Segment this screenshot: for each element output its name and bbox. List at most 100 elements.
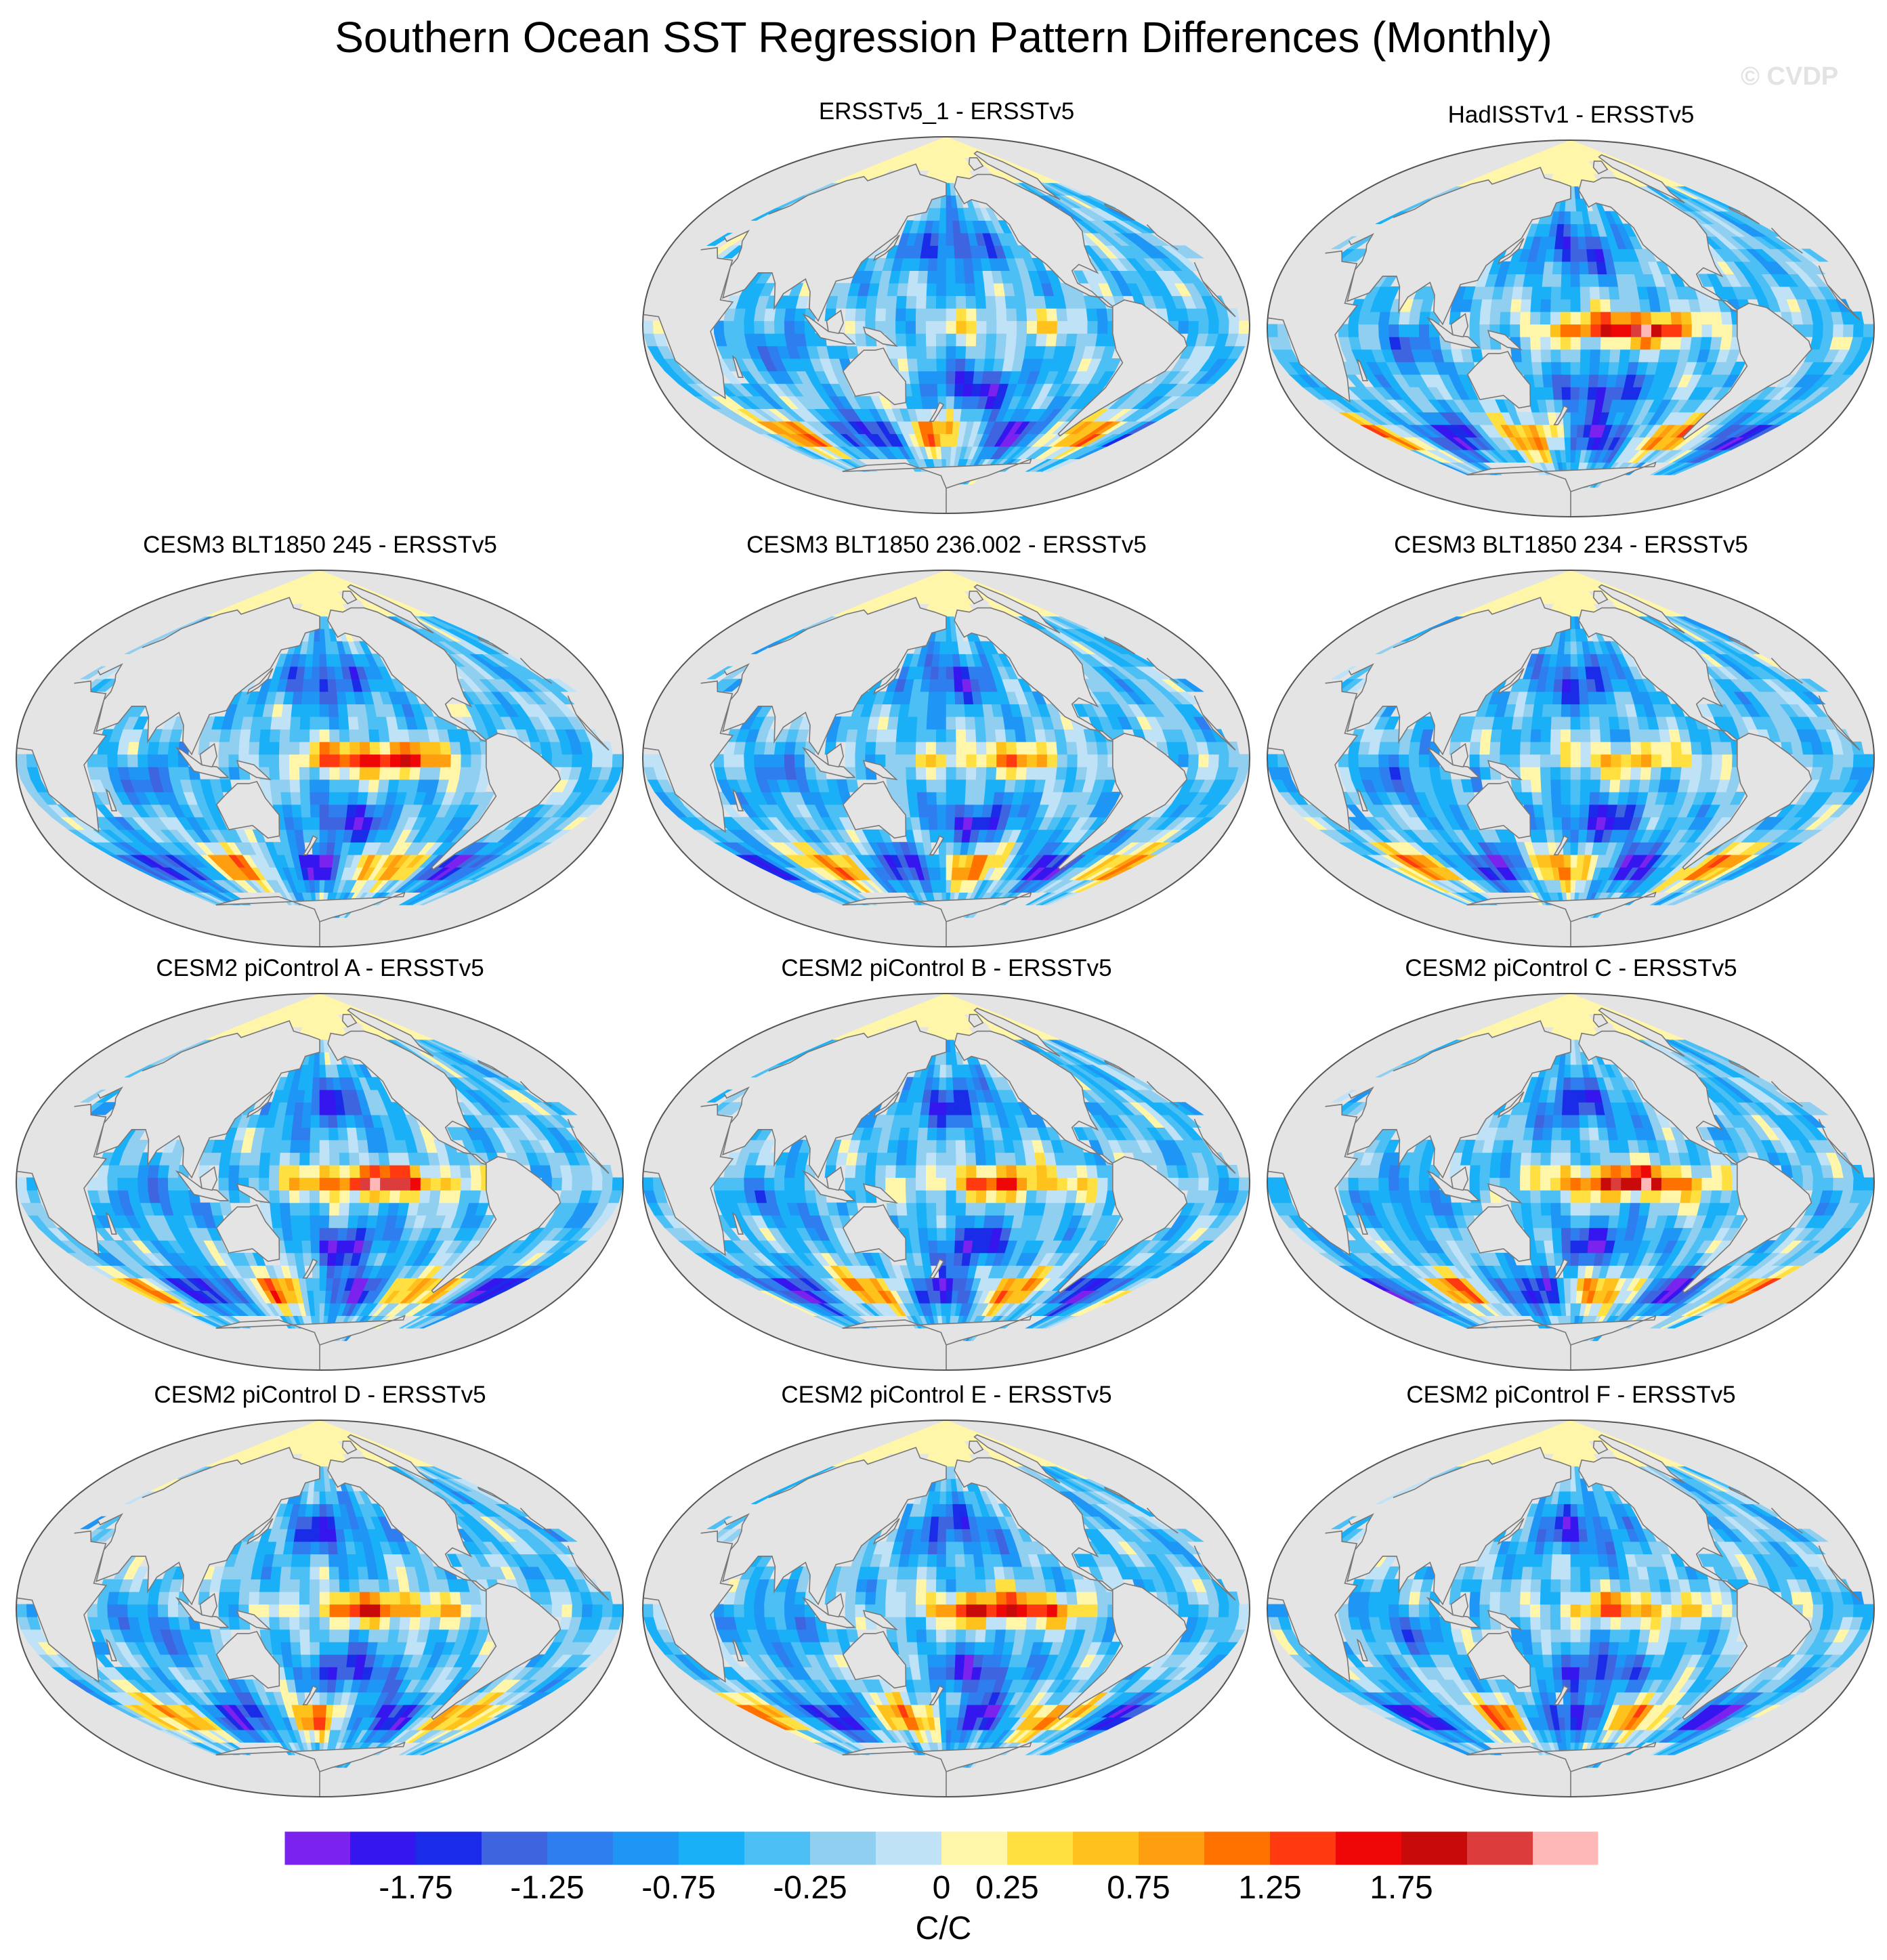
sst-cell <box>905 307 916 322</box>
sst-cell <box>885 320 896 334</box>
sst-cell <box>1036 754 1048 767</box>
sst-cell <box>291 704 302 717</box>
sst-cell <box>936 270 947 284</box>
sst-cell <box>1520 311 1531 325</box>
sst-cell <box>1660 337 1672 350</box>
sst-cell <box>946 383 956 397</box>
sst-cell <box>916 792 928 805</box>
sst-cell <box>1087 754 1099 767</box>
sst-cell <box>936 804 947 817</box>
sst-cell <box>1599 349 1611 362</box>
coastline-uk <box>1103 637 1135 655</box>
sst-cell <box>905 320 916 334</box>
sst-cell <box>1550 324 1561 337</box>
sst-cell <box>1590 299 1601 312</box>
sst-cell <box>1579 387 1589 400</box>
sst-cell <box>956 295 967 309</box>
sst-cell <box>805 333 818 347</box>
sst-cell <box>845 307 857 322</box>
coastline-arcticIslands <box>968 157 984 171</box>
sst-cell <box>925 307 937 322</box>
sst-cell <box>784 741 797 755</box>
sst-cell <box>1639 299 1651 312</box>
sst-cell <box>1661 324 1672 337</box>
sst-cell <box>279 767 291 780</box>
sst-cell <box>946 320 957 334</box>
sst-cell <box>927 691 938 704</box>
sst-cell <box>1521 286 1533 300</box>
sst-cell <box>734 754 745 767</box>
sst-cell <box>964 792 976 805</box>
sst-cell <box>1671 324 1682 337</box>
sst-cell <box>895 741 907 755</box>
sst-cell <box>946 641 953 654</box>
sst-cell <box>157 741 170 755</box>
sst-cell <box>1067 754 1078 767</box>
sst-cell <box>430 754 442 767</box>
sst-cell <box>1065 767 1078 780</box>
sst-cell <box>927 804 938 817</box>
sst-cell <box>551 754 563 767</box>
sst-cell <box>906 779 918 792</box>
sst-cell <box>1015 333 1027 347</box>
sst-cell <box>612 754 623 767</box>
sst-cell <box>936 282 947 297</box>
sst-cell <box>1660 311 1672 325</box>
sst-cell <box>167 754 179 767</box>
sst-cell <box>349 754 361 767</box>
sst-cell <box>1650 311 1662 325</box>
sst-cell <box>16 754 28 767</box>
sst-cell <box>754 741 767 755</box>
coastline-africa <box>643 247 1236 400</box>
sst-cell <box>269 729 281 742</box>
coastline-arcticIslands <box>968 591 984 605</box>
sst-cell <box>1619 349 1631 362</box>
sst-cell <box>1087 320 1099 334</box>
map-panel-p4: CESM3 BLT1850 236.002 - ERSSTv5 <box>637 532 1256 952</box>
sst-cell <box>157 754 169 767</box>
sst-cell <box>440 741 452 755</box>
sst-cell <box>300 704 311 717</box>
sst-cell <box>946 691 956 704</box>
sst-cell <box>1077 320 1088 334</box>
sst-cell <box>946 295 957 309</box>
sst-cell <box>1055 333 1068 347</box>
sst-cell <box>319 842 328 855</box>
map-border <box>16 570 624 947</box>
sst-cell <box>1036 307 1048 322</box>
sst-cell <box>1550 299 1561 312</box>
sst-cell <box>1560 140 1592 149</box>
sst-cell <box>946 654 954 667</box>
sst-cell <box>929 245 939 259</box>
sst-cell <box>1036 767 1048 780</box>
sst-cell <box>328 691 339 704</box>
sst-cell <box>1570 223 1579 237</box>
sst-cell <box>906 767 917 780</box>
sst-cell <box>1176 679 1204 692</box>
sst-cell <box>409 767 421 780</box>
sst-cell <box>964 704 975 717</box>
sst-cell <box>855 333 867 347</box>
sst-cell <box>946 741 957 755</box>
sst-cell <box>314 879 320 893</box>
sst-cell <box>895 320 906 334</box>
sst-cell <box>896 345 908 359</box>
sst-cell <box>1198 754 1210 767</box>
sst-cell <box>1590 349 1601 362</box>
coastline-antarctica <box>215 891 406 947</box>
coastline-indonesia1 <box>1426 316 1481 348</box>
sst-cell <box>929 570 955 579</box>
sst-cell <box>348 779 360 792</box>
sst-cell <box>1533 374 1544 387</box>
sst-cell <box>1570 424 1578 438</box>
sst-cell <box>310 679 320 692</box>
sst-cell <box>1500 311 1511 325</box>
sst-cell <box>907 792 918 805</box>
sst-cell <box>917 270 929 284</box>
sst-cell <box>310 804 320 817</box>
sst-cell <box>1608 286 1620 300</box>
sst-cell <box>1005 333 1017 347</box>
sst-cell <box>845 295 858 309</box>
sst-cell <box>744 307 757 322</box>
panel-title: CESM3 BLT1850 234 - ERSSTv5 <box>1394 532 1748 558</box>
